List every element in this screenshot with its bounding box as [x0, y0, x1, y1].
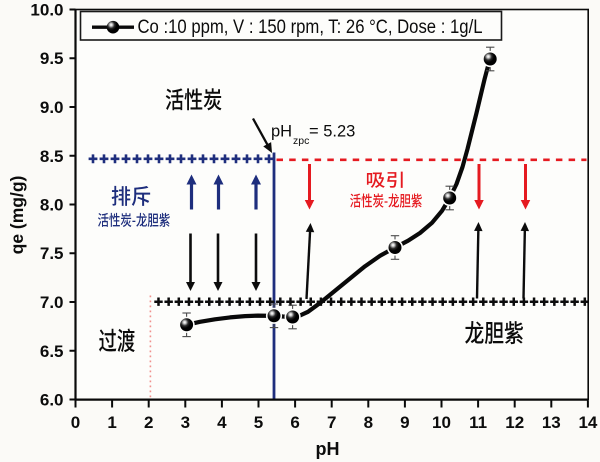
svg-text:10.0: 10.0 — [30, 1, 63, 20]
svg-text:qe (mg/g): qe (mg/g) — [7, 176, 27, 255]
svg-text:14: 14 — [578, 413, 597, 432]
svg-text:8.5: 8.5 — [40, 147, 64, 166]
svg-text:7.0: 7.0 — [40, 293, 64, 312]
svg-text:6.5: 6.5 — [40, 342, 64, 361]
svg-text:5: 5 — [254, 413, 263, 432]
svg-text:11: 11 — [469, 413, 487, 432]
svg-text:7: 7 — [327, 413, 336, 432]
svg-text:0: 0 — [71, 413, 80, 432]
svg-text:6.0: 6.0 — [40, 391, 64, 410]
svg-text:pH: pH — [316, 439, 340, 459]
svg-text:9.5: 9.5 — [40, 49, 64, 68]
svg-text:8.0: 8.0 — [40, 196, 64, 215]
svg-text:pH: pH — [271, 123, 292, 141]
svg-text:2: 2 — [144, 413, 153, 432]
svg-text:= 5.23: = 5.23 — [309, 123, 355, 141]
svg-text:1: 1 — [107, 413, 116, 432]
svg-text:Co :10 ppm, V : 150 rpm, T: 26: Co :10 ppm, V : 150 rpm, T: 26 °C, Dose … — [138, 17, 483, 38]
svg-text:zpc: zpc — [293, 135, 309, 147]
svg-text:12: 12 — [505, 413, 524, 432]
svg-text:7.5: 7.5 — [40, 244, 64, 263]
svg-text:3: 3 — [181, 413, 190, 432]
svg-text:10: 10 — [432, 413, 451, 432]
svg-text:8: 8 — [364, 413, 373, 432]
svg-text:4: 4 — [217, 413, 227, 432]
svg-text:6: 6 — [290, 413, 299, 432]
svg-text:13: 13 — [542, 413, 561, 432]
svg-text:9.0: 9.0 — [40, 98, 64, 117]
svg-text:9: 9 — [400, 413, 409, 432]
